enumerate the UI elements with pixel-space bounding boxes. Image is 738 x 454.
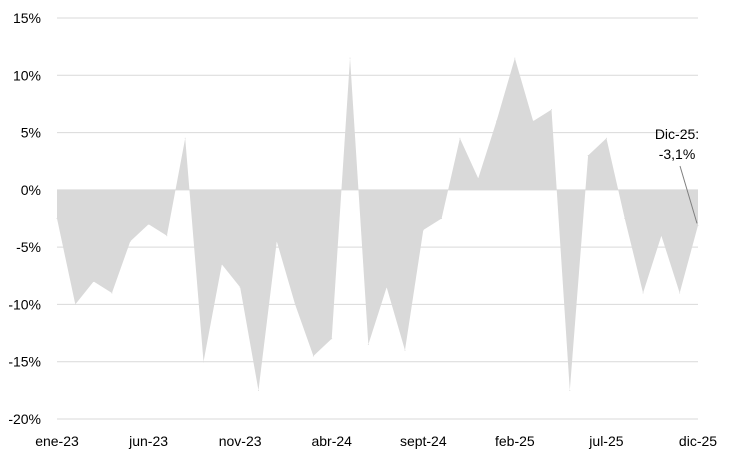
y-tick-label: -20% xyxy=(8,411,41,427)
x-tick-label: sept-24 xyxy=(400,433,447,449)
y-tick-label: 5% xyxy=(21,125,41,141)
data-point xyxy=(93,281,95,283)
data-point xyxy=(459,137,461,139)
x-tick-label: jul-25 xyxy=(588,433,623,449)
y-tick-label: -15% xyxy=(8,354,41,370)
y-axis-ticks: 15% 10% 5% 0% -5% -10% -15% -20% xyxy=(8,10,41,427)
data-point xyxy=(184,137,186,139)
area-fill xyxy=(57,58,698,391)
data-point xyxy=(129,240,131,242)
data-point xyxy=(386,286,388,288)
data-point xyxy=(422,229,424,231)
data-point xyxy=(331,338,333,340)
data-point xyxy=(642,292,644,294)
annotation-leader-line xyxy=(679,165,698,224)
data-point xyxy=(74,303,76,305)
y-tick-label: 15% xyxy=(13,10,41,26)
data-point xyxy=(148,223,150,225)
data-point xyxy=(605,137,607,139)
data-point xyxy=(239,286,241,288)
annotation-label-line1: Dic-25: xyxy=(655,126,699,142)
data-point xyxy=(404,349,406,351)
data-point xyxy=(441,218,443,219)
data-point xyxy=(496,120,498,122)
data-point xyxy=(221,263,223,265)
data-point xyxy=(660,235,662,237)
data-point xyxy=(276,240,278,242)
x-tick-label: dic-25 xyxy=(679,433,717,449)
data-point xyxy=(203,361,205,363)
data-point xyxy=(257,389,259,391)
data-point xyxy=(624,218,626,219)
data-point xyxy=(587,154,589,156)
y-tick-label: 0% xyxy=(21,182,41,198)
data-point xyxy=(532,120,534,122)
area-series xyxy=(56,57,699,391)
data-point xyxy=(367,344,369,346)
data-point xyxy=(111,292,113,294)
y-tick-label: -10% xyxy=(8,296,41,312)
x-tick-label: feb-25 xyxy=(495,433,535,449)
x-tick-label: nov-23 xyxy=(219,433,262,449)
x-tick-label: jun-23 xyxy=(128,433,168,449)
data-point xyxy=(477,177,479,179)
y-tick-label: 10% xyxy=(13,67,41,83)
x-tick-label: abr-24 xyxy=(311,433,352,449)
data-point xyxy=(312,355,314,357)
data-point xyxy=(569,389,571,391)
x-axis-ticks: ene-23 jun-23 nov-23 abr-24 sept-24 feb-25 jul… xyxy=(35,433,717,449)
y-tick-label: -5% xyxy=(16,239,41,255)
annotation: Dic-25: -3,1% xyxy=(655,126,699,224)
data-point xyxy=(349,57,351,59)
x-tick-label: ene-23 xyxy=(35,433,79,449)
data-point xyxy=(679,292,681,294)
data-point xyxy=(166,235,168,237)
data-point xyxy=(697,224,699,226)
data-point xyxy=(514,57,516,59)
annotation-label-line2: -3,1% xyxy=(659,146,696,162)
data-point xyxy=(294,303,296,305)
data-point xyxy=(550,109,552,111)
data-point xyxy=(56,218,58,219)
